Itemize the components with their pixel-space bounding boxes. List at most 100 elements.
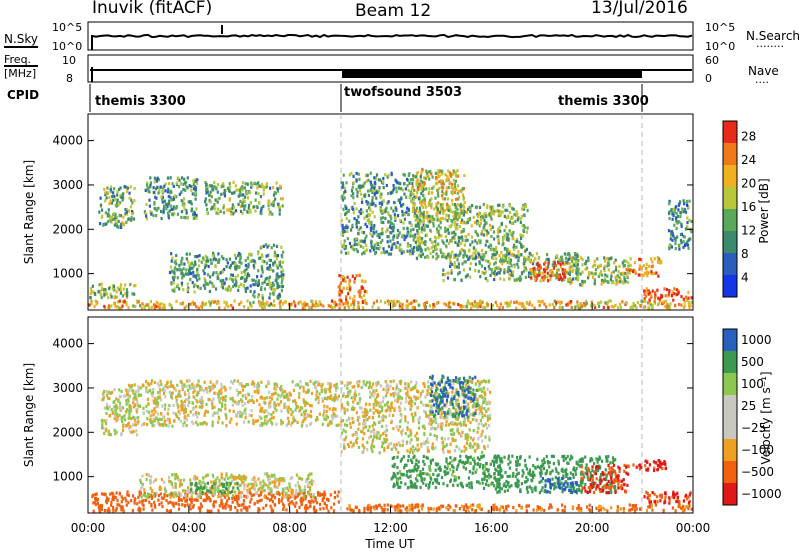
power-cell xyxy=(124,292,127,296)
velocity-cell xyxy=(183,405,186,409)
power-cell xyxy=(559,262,562,266)
power-cell xyxy=(489,205,492,209)
power-cell xyxy=(343,229,346,234)
power-cell xyxy=(645,287,648,291)
power-cell xyxy=(145,183,149,187)
power-cell xyxy=(431,175,434,179)
power-cell xyxy=(411,178,415,182)
power-cell xyxy=(246,210,249,214)
power-cell xyxy=(510,273,513,277)
power-cell xyxy=(212,300,216,304)
power-cell xyxy=(686,240,689,244)
velocity-cell xyxy=(225,416,228,420)
power-cell xyxy=(490,243,493,247)
power-cell xyxy=(228,265,231,269)
power-cell xyxy=(606,274,609,278)
power-cell xyxy=(346,226,349,230)
velocity-cell xyxy=(111,390,114,394)
power-cell xyxy=(409,249,412,253)
velocity-cell xyxy=(120,407,123,411)
velocity-cell xyxy=(132,398,135,402)
power-cell xyxy=(399,187,403,191)
nsky-trace xyxy=(91,33,693,39)
power-cell xyxy=(659,261,662,265)
power-cell xyxy=(397,198,400,202)
power-cell xyxy=(392,187,395,191)
velocity-cell xyxy=(108,432,111,437)
power-cell xyxy=(409,190,412,194)
velocity-cell xyxy=(186,493,189,497)
power-cell xyxy=(204,181,207,185)
velocity-cell xyxy=(177,410,180,414)
power-cell xyxy=(481,252,484,257)
velocity-cell xyxy=(324,396,327,400)
power-cell xyxy=(425,300,428,304)
power-cell xyxy=(533,270,537,274)
power-cell xyxy=(666,294,669,298)
velocity-cell xyxy=(166,494,169,498)
power-cell xyxy=(244,204,247,208)
power-cell xyxy=(192,302,196,306)
power-cell xyxy=(561,268,564,272)
power-cell xyxy=(623,264,626,268)
power-cell xyxy=(600,282,603,286)
power-cell xyxy=(303,301,306,305)
power-cell xyxy=(211,205,214,209)
velocity-cell xyxy=(284,495,287,499)
velocity-cell xyxy=(323,490,326,494)
velocity-cell xyxy=(291,476,294,480)
velocity-cell xyxy=(221,402,224,406)
velocity-cell xyxy=(217,394,220,398)
velocity-cell xyxy=(327,382,330,386)
power-cell xyxy=(365,214,368,218)
power-cell xyxy=(143,306,146,310)
velocity-cell xyxy=(235,494,238,498)
power-cell xyxy=(420,203,423,207)
power-cell xyxy=(357,185,361,189)
power-cell xyxy=(261,270,264,274)
power-cell xyxy=(372,301,375,305)
power-cell xyxy=(395,208,398,213)
velocity-cell xyxy=(270,509,273,513)
power-cell xyxy=(415,244,418,248)
velocity-cell xyxy=(133,497,136,501)
power-cell xyxy=(435,205,438,209)
power-cell xyxy=(486,205,489,210)
power-cell xyxy=(441,254,444,259)
power-cell xyxy=(180,281,183,285)
power-cell xyxy=(342,245,345,249)
power-cell xyxy=(237,188,240,192)
velocity-cell xyxy=(100,492,104,496)
power-cell xyxy=(107,306,110,310)
power-cell xyxy=(493,210,496,214)
power-cell xyxy=(262,204,265,209)
velocity-cell xyxy=(248,505,251,509)
power-cell xyxy=(403,192,406,196)
velocity-cell xyxy=(202,498,205,502)
velocity-cell xyxy=(122,509,125,513)
velocity-cell xyxy=(187,403,190,407)
power-cell xyxy=(567,257,570,261)
power-ylabel: Slant Range [km] xyxy=(22,160,36,264)
velocity-cell xyxy=(137,389,140,393)
power-cell xyxy=(429,217,432,221)
velocity-cell xyxy=(283,477,286,481)
velocity-cell xyxy=(150,409,154,413)
power-cell xyxy=(247,253,251,257)
power-cell xyxy=(529,253,532,257)
power-cell xyxy=(512,207,515,211)
velocity-cell xyxy=(297,492,300,496)
power-cell xyxy=(178,185,181,189)
power-cell xyxy=(391,300,394,304)
velocity-cell xyxy=(211,420,214,424)
power-cell xyxy=(537,299,540,303)
power-cell xyxy=(455,187,458,191)
power-cell xyxy=(587,256,590,260)
velocity-cell xyxy=(179,379,182,384)
velocity-cell xyxy=(94,502,97,507)
power-cell xyxy=(658,302,661,306)
velocity-cell xyxy=(253,487,256,491)
power-cell xyxy=(247,306,250,310)
power-cell xyxy=(163,184,166,188)
power-cell xyxy=(489,227,492,231)
